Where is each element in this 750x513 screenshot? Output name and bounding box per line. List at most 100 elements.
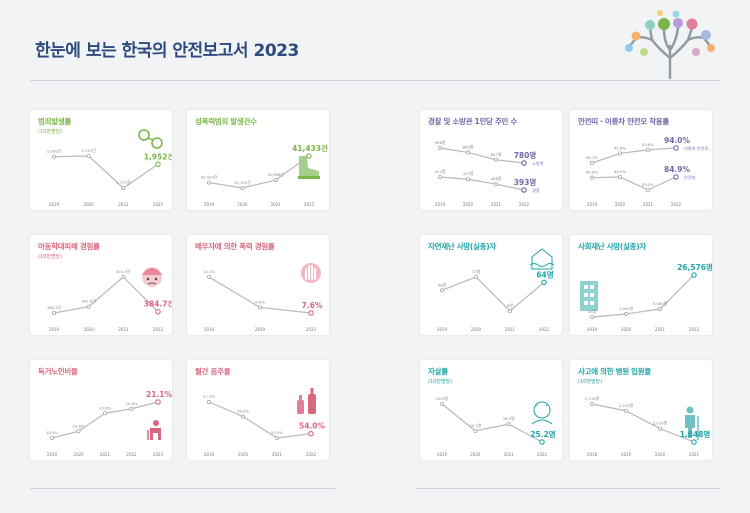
data-point — [589, 315, 594, 320]
data-point — [673, 174, 679, 180]
line-chart: 2019 2020 2021 2022 32,029건 30,105건 32,898건 41,… — [201, 143, 328, 207]
chart-title: 안전띠 · 이륜차 안전모 착용률 — [578, 117, 669, 126]
data-point — [155, 399, 161, 405]
boot-icon — [298, 156, 320, 179]
chart-title: 사회재난 사망(실종)자 — [578, 242, 646, 251]
chart-card-drinking: 월간 음주율 2019 2020 2021 2022 57.7% 56.0% 53.5% 54.… — [187, 360, 329, 460]
chart-subtitle: (10만명당) — [38, 254, 63, 260]
x-tick-label: 2021 — [643, 202, 654, 207]
x-tick-label: 2021 — [100, 452, 111, 457]
crying-child-icon — [142, 267, 162, 287]
data-label: 25.2명 — [530, 429, 556, 439]
data-point — [439, 288, 444, 293]
data-label: 422명 — [435, 169, 446, 174]
x-tick-label: 2019 — [204, 452, 215, 457]
x-tick-label: 2022 — [304, 202, 315, 207]
data-label: 1,777건 — [116, 180, 131, 185]
handcuffs-icon — [138, 129, 163, 149]
data-label: 32,029건 — [201, 175, 218, 180]
chart-card-sexcrime: 성폭력범죄 발생건수 2019 2020 2021 2022 32,029건 30,105건… — [187, 110, 329, 210]
data-label: 393명 — [514, 177, 537, 187]
data-label: 26,576명 — [677, 262, 712, 272]
series-line — [591, 274, 695, 318]
chart-card-childabuse: 아동학대피해 경험률 (10만명당) 2019 2020 2021 2022 380.3건 4… — [30, 235, 172, 335]
data-point — [508, 309, 513, 314]
x-tick-label: 2022 — [153, 327, 164, 332]
data-label: 57.7% — [203, 394, 215, 399]
chart-title: 배우자에 의한 폭력 경험률 — [195, 242, 275, 251]
data-label: 19.5% — [46, 430, 58, 435]
x-tick-label: 2019 — [47, 452, 58, 457]
data-label: 384.7건 — [144, 299, 172, 309]
building-icon — [580, 281, 598, 311]
data-point — [618, 175, 623, 180]
data-label: 33명 — [588, 309, 597, 314]
line-chart: 2019 2020 2021 2022 48명 75명 6명 64명 — [437, 248, 555, 332]
series-line — [591, 147, 677, 164]
chart-card-seatbelt: 안전띠 · 이륜차 안전모 착용률 2019 2020 2021 2022 90.7% 92… — [570, 110, 712, 210]
x-tick-label: 2019 — [587, 327, 598, 332]
bottom-divider-right — [415, 488, 720, 489]
chart-title: 독거노인비율 — [38, 367, 78, 376]
series-name: 경찰 — [532, 187, 540, 193]
series-name: 소방관 — [532, 160, 544, 166]
data-label: 1,909명 — [619, 306, 634, 311]
data-point — [437, 146, 442, 151]
data-point — [121, 186, 126, 191]
data-label: 19.8% — [72, 423, 84, 428]
x-tick-label: 2020 — [84, 202, 95, 207]
data-point — [439, 402, 444, 407]
data-point — [273, 178, 278, 183]
x-tick-label: 2022 — [671, 202, 682, 207]
data-label: 406명 — [491, 176, 502, 181]
data-label: 84.9% — [614, 169, 626, 174]
data-label: 64명 — [536, 269, 553, 279]
line-chart: 2019 2020 2021 2022 2,008건 2,013건 1,777건 1,952건 — [47, 129, 172, 207]
page-title: 한눈에 보는 한국의 안전보고서 2023 — [35, 41, 299, 61]
chart-title: 사고에 의한 병원 입원율 — [578, 367, 651, 376]
data-label: 8.6% — [255, 299, 265, 304]
data-label: 53.5% — [271, 430, 283, 435]
data-label: 48명 — [438, 282, 447, 287]
line-chart: 2019 2020 2021 2022 57.7% 56.0% 53.5% 54.0% — [203, 388, 325, 457]
data-label: 780명 — [514, 150, 537, 160]
x-tick-label: 2021 — [118, 327, 129, 332]
data-point — [155, 161, 161, 168]
data-label: 2,013건 — [81, 148, 96, 153]
x-tick-label: 2022 — [126, 452, 137, 457]
series-line — [441, 276, 545, 312]
x-tick-label: 2019 — [437, 327, 448, 332]
chart-title: 범죄발생률 — [38, 117, 71, 126]
data-point — [155, 308, 161, 315]
x-tick-label: 2022 — [539, 327, 550, 332]
data-point — [51, 311, 56, 316]
data-label: 94.0% — [664, 136, 691, 145]
x-tick-label: 2022 — [689, 327, 700, 332]
line-chart: 2019 2020 2021 2022 380.3건 401.6건 501.9건 384.7건 — [47, 267, 172, 332]
data-label: 41,433건 — [292, 143, 328, 153]
crutch-person-icon — [685, 406, 699, 440]
data-label: 380.3건 — [47, 305, 62, 310]
chart-card-elderly: 독거노인비율 2019 2020 2021 2022 2023 19.5% 19.8% 20.6… — [30, 360, 172, 460]
data-point — [658, 426, 663, 431]
chart-title: 아동학대피해 경험률 — [38, 242, 100, 251]
x-tick-label: 2020 — [471, 327, 482, 332]
line-chart: 2019 2020 2021 2022 33명 1,909명 5,080명 26,576명 — [580, 262, 712, 332]
data-label: 906명 — [435, 140, 446, 145]
data-label: 20.8% — [125, 401, 137, 406]
data-point — [539, 439, 545, 445]
stop-hand-icon — [301, 263, 321, 283]
x-tick-label: 2021 — [118, 202, 129, 207]
bottom-divider-left — [30, 488, 335, 489]
data-point — [521, 160, 527, 166]
x-tick-label: 2020 — [470, 452, 481, 457]
data-point — [129, 406, 134, 411]
data-point — [86, 304, 91, 309]
x-tick-label: 2021 — [271, 202, 282, 207]
x-tick-label: 2021 — [655, 327, 666, 332]
chart-card-spouse: 배우자에 의한 폭력 경험률 2016 2019 2022 14.1% 8.6% 7.6% — [187, 235, 329, 335]
data-point — [51, 154, 56, 159]
data-label: 92.8% — [614, 145, 626, 150]
data-point — [306, 153, 312, 159]
